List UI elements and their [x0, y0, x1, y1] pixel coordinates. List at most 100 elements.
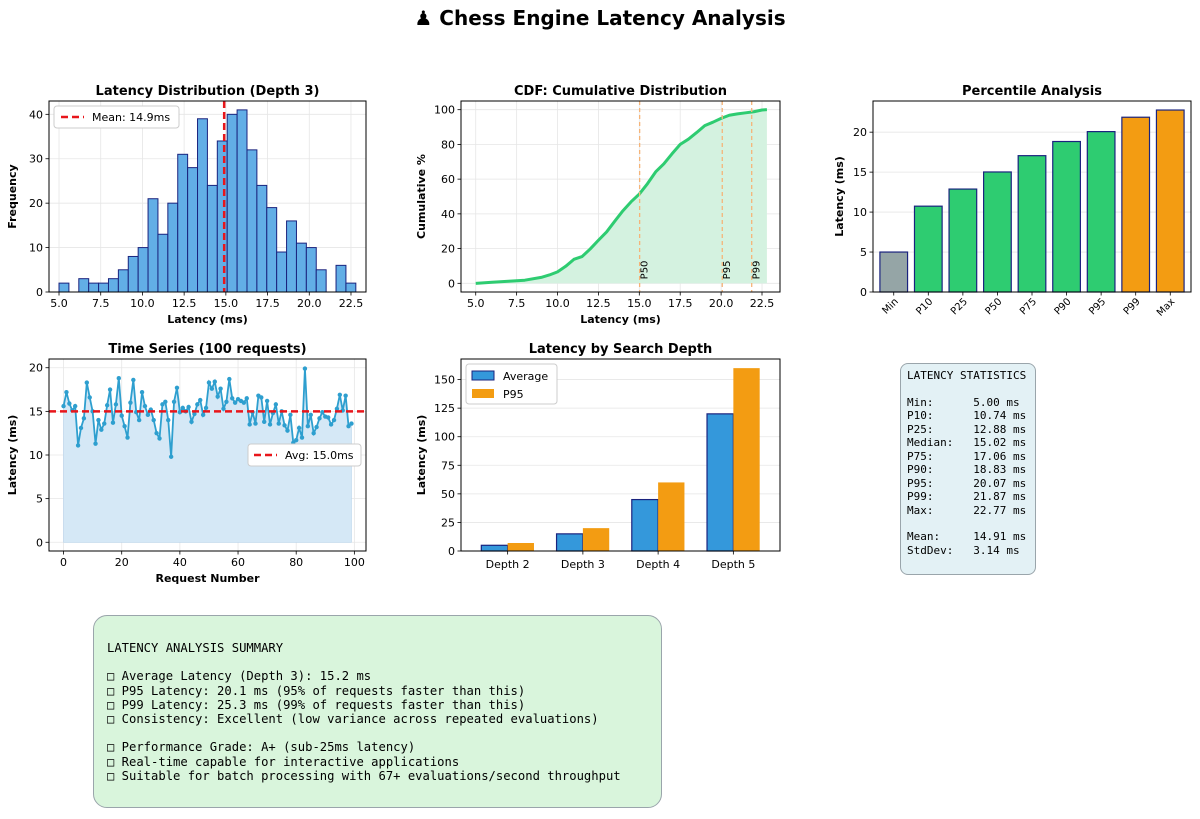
time-series-point	[209, 386, 215, 391]
time-series-point	[282, 423, 287, 428]
percentile-bar	[1121, 116, 1151, 293]
y-tick-label: 100	[434, 431, 455, 444]
time-series-point	[102, 421, 107, 426]
time-series-point	[349, 421, 354, 426]
time-series-point	[189, 419, 194, 425]
x-tick-label: 20	[115, 556, 129, 569]
time-series-point	[203, 405, 209, 411]
x-tick-label: 12.5	[586, 297, 611, 310]
time-series-point	[84, 380, 90, 385]
time-series-point	[131, 377, 136, 383]
time-series-point	[93, 441, 98, 446]
time-series-point	[128, 400, 133, 405]
x-tick-label: 15.0	[627, 297, 652, 310]
legend-box	[53, 105, 180, 129]
time-series-point	[331, 417, 337, 423]
time-series-point	[273, 402, 279, 407]
axes-frame	[48, 100, 367, 293]
time-series-point	[171, 399, 177, 404]
y-tick-label: 10	[853, 206, 867, 219]
x-tick-label: 15.0	[214, 297, 239, 310]
y-tick-label: 60	[441, 173, 455, 186]
x-tick-label: Depth 5	[711, 558, 755, 571]
y-tick-label: 150	[434, 374, 455, 387]
x-tick-label: 10.0	[545, 297, 570, 310]
x-tick-label: 100	[344, 556, 365, 569]
time-series-point	[104, 403, 110, 408]
x-tick-label: 60	[231, 556, 245, 569]
time-series-point	[343, 393, 348, 398]
time-series-point	[241, 400, 247, 405]
axes-frame	[460, 100, 781, 293]
time-series-point	[174, 385, 180, 390]
time-series-point	[64, 389, 69, 395]
time-series-point	[259, 395, 264, 400]
latency-summary-text: LATENCY ANALYSIS SUMMARY □ Average Laten…	[107, 641, 621, 783]
latency-summary-box: LATENCY ANALYSIS SUMMARY □ Average Laten…	[93, 615, 662, 808]
time-series-point	[267, 422, 273, 427]
time-series-point	[107, 387, 113, 392]
y-tick-label: 30	[29, 153, 43, 166]
time-series-point	[262, 419, 267, 425]
x-tick-label: 80	[289, 556, 303, 569]
figure-title: ♟ Chess Engine Latency Analysis	[414, 6, 786, 30]
time-series-point	[113, 402, 119, 407]
y-tick-label: 10	[29, 449, 43, 462]
time-series-point	[232, 400, 238, 405]
y-axis-label: Cumulative %	[415, 154, 428, 239]
y-tick-label: 0	[448, 545, 455, 558]
time-series-point	[166, 417, 171, 423]
time-series-point	[264, 398, 270, 404]
y-tick-label: 125	[434, 402, 455, 415]
depth-bar-average	[631, 498, 659, 552]
legend-label: Mean: 14.9ms	[92, 111, 170, 124]
time-series-point	[200, 412, 206, 418]
legend-label: Average	[503, 370, 548, 383]
time-series-point	[67, 401, 72, 406]
time-series-point	[314, 424, 319, 430]
cdf-area	[475, 109, 767, 284]
y-tick-label: 20	[29, 362, 43, 375]
depth-bar-p95	[733, 368, 760, 551]
time-series-point	[139, 389, 145, 395]
percentile-bar	[1155, 109, 1185, 293]
y-tick-label: 25	[441, 516, 455, 529]
y-axis-label: Frequency	[6, 164, 19, 228]
time-series-point	[157, 436, 162, 441]
legend-swatch	[471, 370, 495, 381]
y-tick-label: 5	[860, 246, 867, 259]
time-series-point	[78, 425, 84, 431]
time-series-point	[230, 396, 235, 401]
x-tick-label: Depth 4	[636, 558, 680, 571]
y-tick-label: 50	[441, 488, 455, 501]
depth-bar-average	[555, 533, 584, 552]
chart-title: Latency by Search Depth	[529, 342, 713, 357]
time-series-point	[218, 386, 223, 391]
time-series-point	[296, 425, 302, 431]
y-tick-label: 15	[853, 166, 867, 179]
y-tick-label: 40	[441, 208, 455, 221]
legend-label: Avg: 15.0ms	[285, 449, 354, 462]
y-tick-label: 40	[29, 108, 43, 121]
percentile-bar	[879, 251, 909, 293]
time-series-point	[328, 422, 334, 427]
time-series-point	[308, 412, 313, 418]
x-axis-label: Request Number	[156, 572, 261, 585]
percentile-bar	[1086, 131, 1116, 293]
time-series-point	[221, 406, 226, 411]
chart-title: CDF: Cumulative Distribution	[514, 84, 727, 99]
x-tick-label: 22.5	[750, 297, 775, 310]
time-series-point	[346, 424, 351, 429]
time-series-point	[285, 428, 290, 433]
y-tick-label: 15	[29, 405, 43, 418]
x-tick-label: 5.0	[50, 297, 68, 310]
time-series-point	[177, 410, 183, 415]
time-series-point	[163, 399, 168, 404]
time-series-point	[215, 394, 220, 399]
time-series-point	[212, 379, 217, 384]
percentile-marker-label: P50	[640, 261, 651, 280]
y-tick-label: 100	[434, 104, 455, 117]
